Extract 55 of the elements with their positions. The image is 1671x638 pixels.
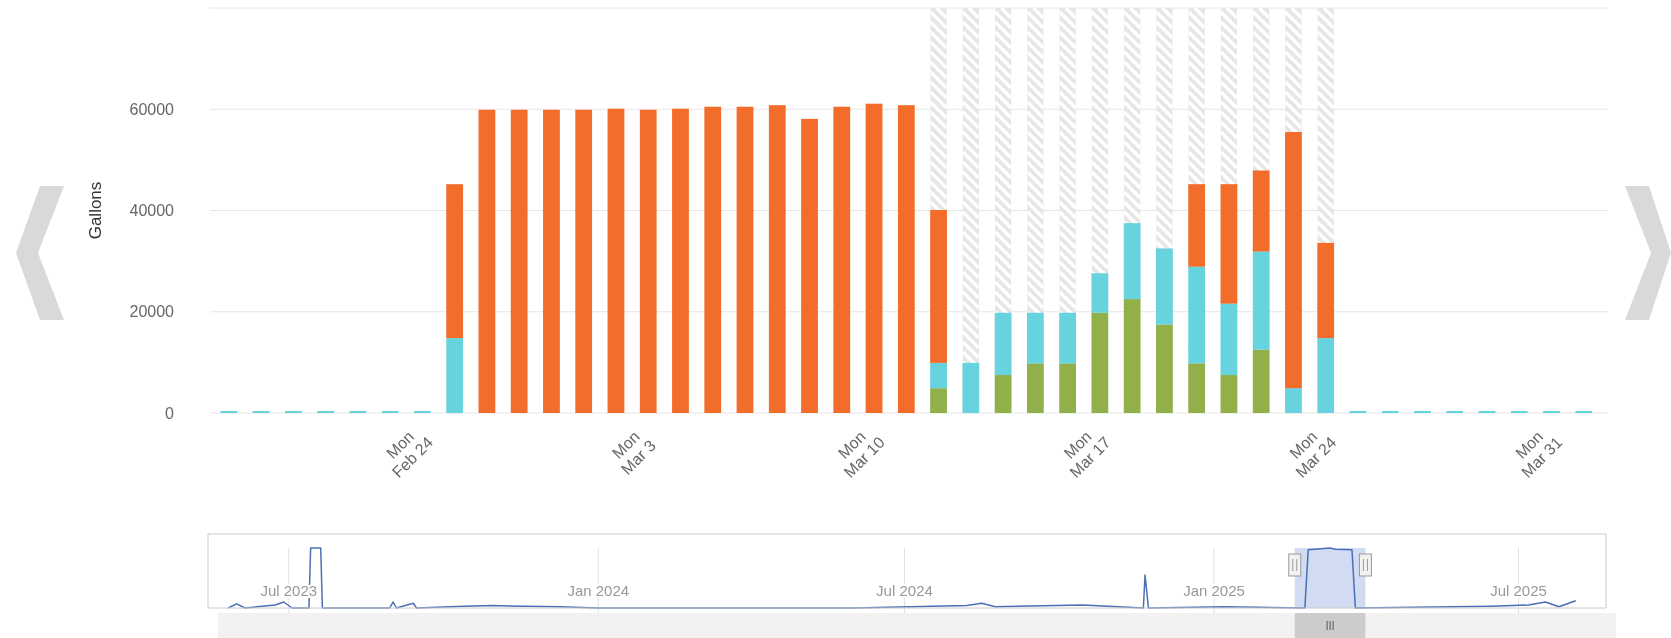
bar: [1285, 388, 1302, 413]
bar: [833, 106, 851, 413]
bar: [1156, 324, 1173, 413]
y-axis-title: Gallons: [86, 181, 105, 240]
bar: [672, 108, 689, 413]
y-tick-label: 20000: [129, 303, 175, 321]
y-tick-label: 60000: [129, 100, 175, 118]
x-tick-label: Jul 2024: [876, 582, 933, 599]
bar: [1091, 273, 1109, 313]
bar: [1220, 375, 1238, 413]
bar: [1026, 312, 1044, 364]
x-tick-label: Mon Mar 10: [834, 427, 888, 481]
bar: [1220, 303, 1238, 376]
bar: [478, 109, 496, 413]
bar: [1026, 363, 1044, 413]
bar: [1188, 363, 1206, 413]
bar: [865, 103, 883, 413]
x-tick-label: Jan 2025: [1183, 582, 1245, 599]
y-tick-label: 40000: [129, 202, 175, 220]
bar: [1091, 312, 1109, 413]
bar: [446, 338, 464, 413]
x-tick-label: Mon Mar 31: [1512, 427, 1566, 481]
x-tick-label: Mon Feb 24: [383, 427, 437, 481]
bar: [1059, 312, 1077, 364]
bar: [994, 375, 1012, 413]
x-tick-label: Jan 2024: [567, 582, 630, 599]
bar: [607, 108, 625, 413]
bar: [575, 109, 593, 413]
bar: [1252, 349, 1270, 413]
bar: [510, 109, 528, 413]
bar: [801, 118, 818, 413]
bar: [1156, 248, 1173, 325]
bar: [1059, 363, 1077, 413]
bar: [1123, 299, 1141, 413]
bar: [962, 362, 980, 413]
bar: [736, 106, 754, 413]
y-tick-label: 0: [165, 404, 175, 422]
bar: [930, 388, 947, 413]
x-tick-label: Mon Mar 3: [608, 427, 659, 478]
x-tick-label: Mon Mar 24: [1286, 427, 1340, 481]
bar: [1188, 184, 1206, 267]
bar: [1252, 170, 1270, 252]
x-tick-label: Jul 2025: [1490, 582, 1547, 599]
bar: [897, 105, 915, 413]
bar: [446, 184, 464, 339]
bar: [543, 109, 560, 413]
bar: [1188, 266, 1206, 364]
bar: [768, 105, 786, 413]
bar: [704, 106, 722, 413]
bar: [930, 362, 947, 389]
x-tick-label: Mon Mar 17: [1060, 427, 1114, 481]
bar: [1317, 338, 1335, 413]
bar: [639, 109, 657, 413]
bar: [994, 312, 1012, 376]
bar: [1252, 251, 1270, 350]
